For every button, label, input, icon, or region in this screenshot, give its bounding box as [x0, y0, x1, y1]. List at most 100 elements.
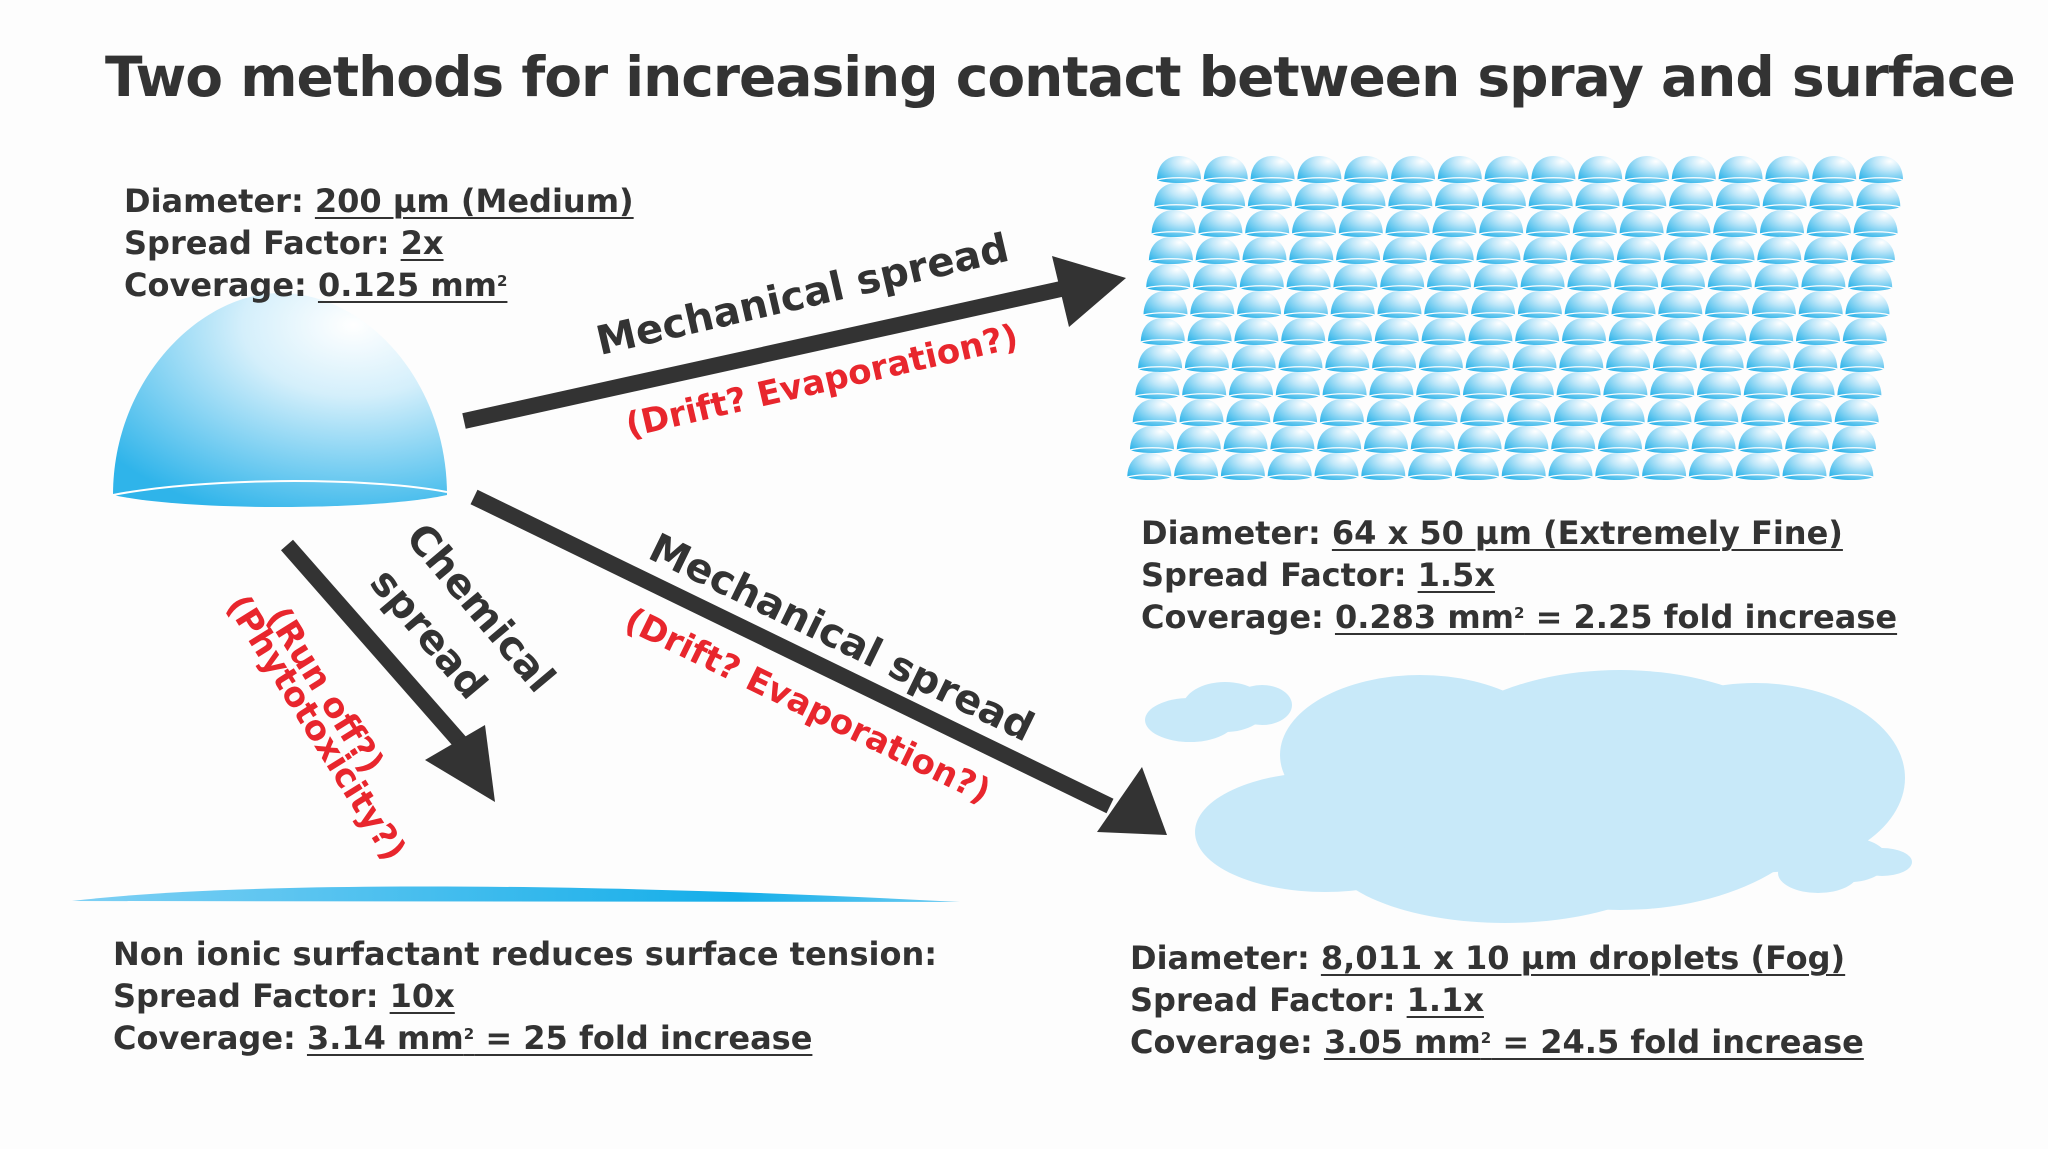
fine-droplet-icon [1803, 236, 1849, 265]
fine-droplet-icon [1129, 425, 1175, 454]
fine-droplet-icon [1475, 236, 1522, 265]
fine-droplet-icon [1200, 182, 1246, 211]
fine-droplet-icon [1186, 317, 1233, 346]
fine-droplet-icon [1233, 317, 1280, 346]
coverage-superscript: 2 [497, 272, 508, 290]
extremely-fine-info: Diameter: 64 x 50 µm (Extremely Fine) Sp… [1141, 512, 1897, 638]
fine-droplet-icon [1335, 236, 1381, 265]
spread-factor-label: Spread Factor: [113, 977, 379, 1015]
fine-droplet-icon [1374, 317, 1420, 346]
fine-droplet-icon [1514, 317, 1560, 346]
fine-droplet-icon [1616, 236, 1662, 265]
fine-droplet-icon [1506, 398, 1552, 427]
fine-droplet-icon [1558, 344, 1604, 373]
fine-droplet-icon [1454, 452, 1500, 481]
spread-factor-label: Spread Factor: [1141, 556, 1407, 594]
fine-droplet-icon [1712, 209, 1758, 238]
fine-droplet-icon [1142, 290, 1189, 319]
fine-droplet-icon [1852, 209, 1899, 238]
fine-droplet-icon [1715, 182, 1761, 211]
fine-droplet-icon [1332, 263, 1379, 292]
fine-droplet-icon [1134, 371, 1181, 400]
fine-droplet-icon [1762, 182, 1808, 211]
fine-droplet-icon [1316, 425, 1362, 454]
fine-droplet-icon [1176, 425, 1222, 454]
fine-droplet-icon [1132, 398, 1178, 427]
fine-droplet-icon [1203, 155, 1249, 184]
fine-droplet-icon [1184, 344, 1230, 373]
fine-droplet-icon [1748, 317, 1794, 346]
fine-droplet-icon [1360, 452, 1406, 481]
fine-droplet-icon [1654, 317, 1701, 346]
fine-droplet-icon [1709, 236, 1756, 265]
mechanical-spread-arrow-lower [470, 489, 1167, 835]
fine-droplet-icon [1693, 398, 1739, 427]
fine-droplet-icon [1704, 290, 1750, 319]
fine-droplet-icon [1340, 182, 1387, 211]
fine-droplet-icon [1473, 263, 1519, 292]
fine-droplet-icon [1173, 452, 1219, 481]
fine-droplet-icon [1420, 317, 1467, 346]
fine-droplet-icon [1671, 155, 1717, 184]
fine-droplet-icon [1338, 209, 1384, 238]
fine-droplet-icon [1847, 263, 1893, 292]
fine-droplet-icon [1366, 398, 1412, 427]
fine-droplet-icon [1384, 209, 1431, 238]
fine-droplet-icon [1740, 398, 1786, 427]
fine-droplet-icon [1412, 398, 1459, 427]
coverage-value: 3.14 mm [306, 1019, 464, 1057]
coverage-superscript: 2 [1514, 604, 1525, 622]
fine-droplet-icon [1511, 344, 1558, 373]
fine-droplet-icon [1608, 317, 1654, 346]
fine-droplet-icon [1555, 371, 1602, 400]
fine-droplet-icon [1811, 155, 1857, 184]
fine-droplet-icon [1467, 317, 1514, 346]
fine-droplet-icon [1126, 452, 1172, 481]
spread-factor-value: 1.1x [1406, 981, 1484, 1019]
spread-film-icon [72, 886, 960, 902]
fine-droplet-icon [1789, 371, 1836, 400]
fine-droplet-icon [1795, 317, 1841, 346]
fine-droplet-icon [1858, 155, 1904, 184]
diameter-value: 64 x 50 µm (Extremely Fine) [1331, 514, 1843, 552]
fine-droplet-icon [1387, 182, 1433, 211]
fine-droplet-icon [1665, 209, 1712, 238]
fine-droplet-icon [1283, 290, 1329, 319]
fine-droplet-icon [1751, 290, 1797, 319]
fine-droplet-icon [1239, 263, 1285, 292]
coverage-fold-increase: = 25 fold increase [474, 1019, 813, 1057]
fine-droplet-icon [1272, 398, 1318, 427]
medium-droplet-icon [112, 293, 448, 508]
fine-droplet-icon [1330, 290, 1376, 319]
fine-droplet-icon [1189, 290, 1235, 319]
fine-droplet-icon [1501, 452, 1547, 481]
fine-droplet-icon [1296, 155, 1343, 184]
fine-droplet-icon [1602, 371, 1649, 400]
fine-droplet-icon [1145, 263, 1191, 292]
fine-droplet-icon [1745, 344, 1792, 373]
coverage-superscript: 2 [463, 1025, 475, 1043]
fine-droplet-icon [1564, 290, 1610, 319]
fine-droplet-icon [1313, 452, 1360, 481]
fine-droplet-icon [1343, 155, 1389, 184]
fine-droplet-icon [1519, 263, 1566, 292]
fine-droplet-icon [1597, 425, 1643, 454]
coverage-value: 0.125 mm [317, 266, 497, 304]
fine-droplet-icon [1327, 317, 1373, 346]
fine-droplet-icon [1743, 371, 1789, 400]
fine-droplet-icon [1834, 398, 1880, 427]
fine-droplet-icon [1663, 236, 1709, 265]
fine-droplet-icon [1509, 371, 1555, 400]
fine-droplet-icon [1267, 452, 1313, 481]
fine-droplet-icon [1839, 344, 1885, 373]
chemical-spread-arrow [280, 539, 495, 802]
fine-droplet-icon [1197, 209, 1244, 238]
fine-droplet-icon [1470, 290, 1516, 319]
fine-droplet-icon [1547, 452, 1594, 481]
fine-droplet-icon [1220, 452, 1266, 481]
fine-droplet-icon [1228, 371, 1274, 400]
spread-factor-label: Spread Factor: [124, 224, 390, 262]
fine-droplet-icon [1137, 344, 1183, 373]
fine-droplet-icon [1594, 452, 1640, 481]
fine-droplet-icon [1652, 344, 1698, 373]
